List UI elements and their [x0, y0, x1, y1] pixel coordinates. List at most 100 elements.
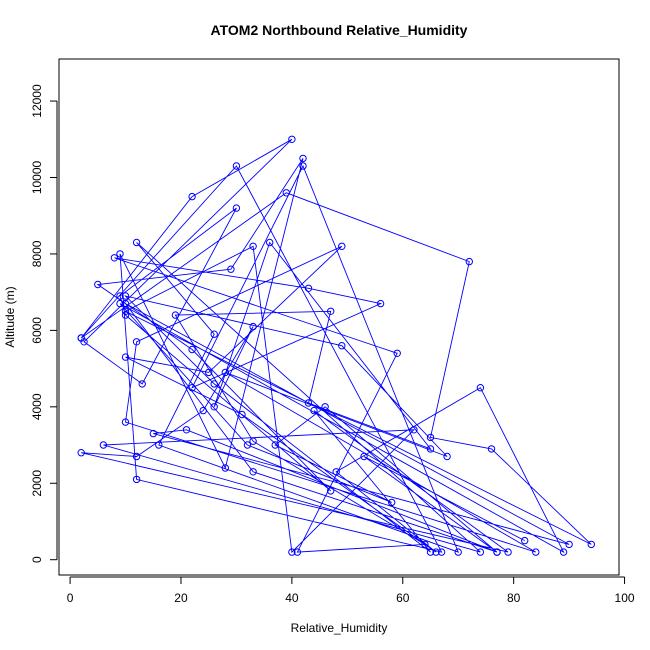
- x-tick-label: 20: [174, 591, 188, 605]
- y-axis: 0 2000 4000 6000 8000 10000 12000: [30, 84, 58, 563]
- data-point: [454, 548, 462, 556]
- x-tick-label: 40: [285, 591, 299, 605]
- y-tick-label: 4000: [30, 393, 44, 420]
- y-tick-label: 0: [30, 556, 44, 563]
- data-point: [327, 487, 335, 495]
- series-line: [80, 138, 592, 554]
- data-point: [188, 384, 196, 392]
- data-point: [426, 548, 435, 556]
- data-point: [332, 468, 340, 476]
- data-point: [205, 368, 213, 377]
- data-point: [121, 311, 130, 319]
- x-tick-label: 100: [615, 591, 635, 605]
- data-point: [121, 292, 130, 300]
- data-point: [504, 548, 512, 556]
- data-point: [421, 540, 429, 549]
- data-point: [121, 353, 130, 361]
- data-point: [521, 536, 529, 545]
- data-point: [299, 162, 307, 170]
- data-point: [360, 452, 368, 461]
- y-axis-label: Altitude (m): [3, 286, 17, 347]
- data-point: [221, 368, 230, 377]
- data-point: [288, 135, 296, 144]
- y-tick-label: 6000: [30, 317, 44, 344]
- data-point: [110, 254, 119, 262]
- data-point: [321, 403, 329, 411]
- data-point: [232, 162, 241, 170]
- x-tick-label: 80: [507, 591, 521, 605]
- data-point: [432, 548, 440, 556]
- data-point: [232, 204, 241, 212]
- data-point: [182, 426, 191, 434]
- data-point: [249, 468, 257, 476]
- data-point: [393, 349, 401, 357]
- data-point: [388, 498, 396, 507]
- data-point: [121, 418, 130, 426]
- data-point: [149, 429, 158, 438]
- data-point: [249, 437, 257, 445]
- data-point: [116, 292, 124, 300]
- data-point: [327, 307, 335, 315]
- data-point: [132, 475, 141, 484]
- data-point: [304, 399, 313, 407]
- data-point: [171, 311, 180, 319]
- data-point: [271, 441, 279, 449]
- data-point: [77, 334, 85, 342]
- data-point: [210, 403, 218, 411]
- y-tick-label: 2000: [30, 470, 44, 497]
- data-point: [426, 433, 435, 442]
- data-point: [532, 548, 540, 556]
- data-point: [299, 154, 307, 163]
- data-point: [376, 299, 385, 308]
- data-point: [243, 441, 252, 449]
- data-point: [266, 238, 274, 247]
- data-point: [293, 548, 302, 556]
- data-point: [493, 548, 501, 556]
- data-point: [310, 406, 318, 415]
- data-point: [476, 548, 485, 556]
- data-point: [227, 265, 235, 273]
- data-point: [132, 452, 141, 461]
- data-point: [138, 380, 146, 388]
- data-point: [132, 338, 141, 346]
- data-point: [465, 257, 473, 266]
- data-point: [249, 322, 257, 331]
- data-point: [188, 192, 196, 201]
- data-point: [304, 284, 313, 292]
- series-layer: [77, 135, 595, 556]
- data-point: [338, 242, 346, 251]
- plot-frame: [58, 58, 620, 576]
- data-point: [565, 540, 573, 549]
- data-point: [210, 330, 218, 338]
- data-point: [188, 345, 196, 354]
- data-point: [437, 548, 446, 556]
- x-tick-label: 60: [396, 591, 410, 605]
- data-point: [587, 540, 595, 549]
- data-point: [426, 445, 435, 453]
- data-point: [99, 441, 108, 449]
- x-axis-label: Relative_Humidity: [291, 621, 388, 635]
- data-point: [410, 426, 418, 434]
- data-point: [559, 548, 568, 556]
- data-point: [221, 464, 230, 472]
- data-point: [282, 189, 290, 197]
- chart-title: ATOM2 Northbound Relative_Humidity: [211, 22, 468, 38]
- data-point: [487, 445, 496, 453]
- data-point: [121, 299, 130, 308]
- data-point: [155, 441, 163, 449]
- data-point: [132, 238, 141, 247]
- data-point: [77, 449, 85, 457]
- data-point: [288, 548, 296, 556]
- data-point: [116, 299, 124, 308]
- data-point: [443, 452, 451, 461]
- y-tick-label: 8000: [30, 240, 44, 267]
- data-point: [238, 410, 246, 419]
- data-point: [338, 342, 346, 350]
- data-point: [116, 250, 124, 258]
- data-point: [94, 280, 102, 289]
- data-point: [476, 384, 485, 392]
- x-tick-label: 0: [67, 591, 74, 605]
- data-point: [121, 307, 130, 315]
